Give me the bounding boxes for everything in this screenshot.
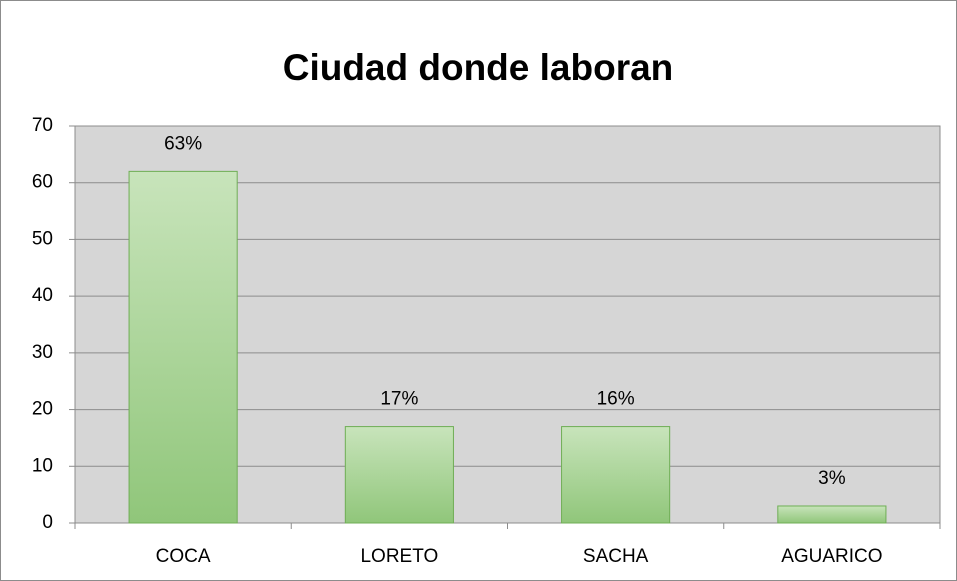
bar: [344, 426, 454, 524]
x-tick-label: COCA: [156, 546, 211, 567]
data-label: 16%: [597, 389, 635, 410]
data-label: 17%: [380, 389, 418, 410]
data-label: 63%: [164, 133, 202, 154]
y-tick-label: 20: [32, 399, 53, 420]
bar: [128, 170, 238, 524]
bar: [561, 426, 671, 524]
data-label: 3%: [818, 468, 846, 489]
y-tick-label: 70: [32, 115, 53, 136]
y-tick-label: 0: [42, 512, 53, 533]
x-tick-label: LORETO: [360, 546, 438, 567]
y-tick-label: 40: [32, 285, 53, 306]
y-tick-label: 10: [32, 455, 53, 476]
y-tick-label: 50: [32, 228, 53, 249]
x-tick-label: AGUARICO: [781, 546, 882, 567]
y-tick-label: 30: [32, 342, 53, 363]
bar: [777, 505, 887, 524]
chart-title: Ciudad donde laboran: [283, 47, 674, 88]
x-tick-label: SACHA: [583, 546, 649, 567]
y-tick-label: 60: [32, 172, 53, 193]
